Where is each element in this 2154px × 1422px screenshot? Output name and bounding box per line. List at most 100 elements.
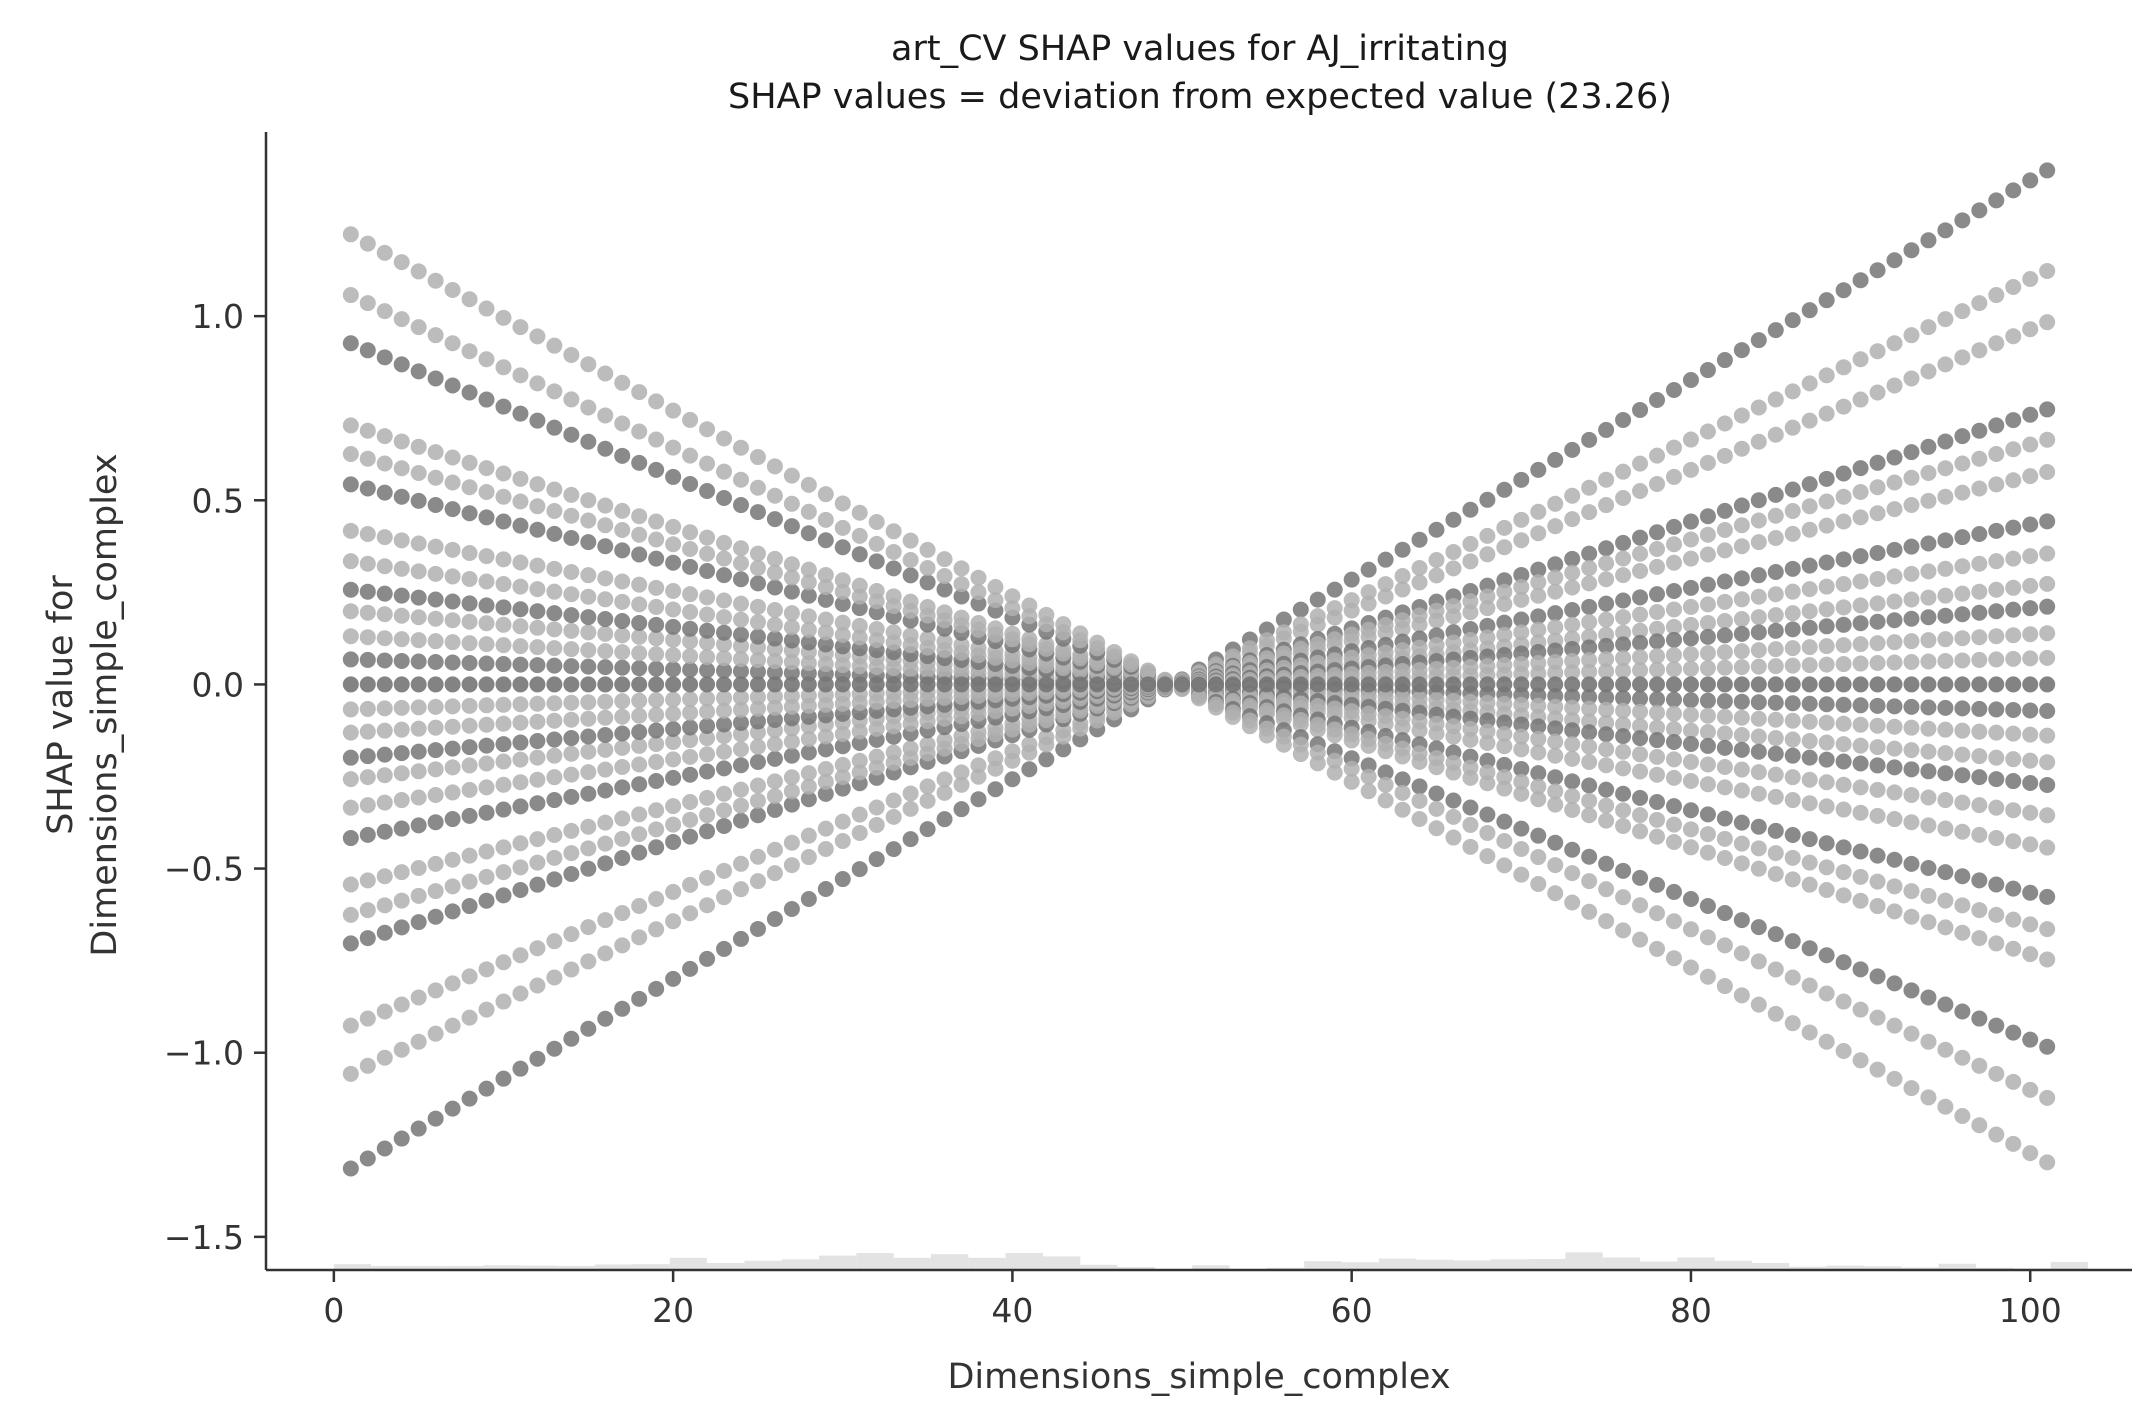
scatter-point	[1767, 322, 1784, 339]
scatter-point	[1665, 601, 1682, 618]
scatter-point	[851, 861, 868, 878]
scatter-point	[1767, 1005, 1784, 1022]
scatter-point	[902, 740, 919, 757]
scatter-point	[987, 781, 1004, 798]
scatter-point	[834, 614, 851, 631]
scatter-point	[665, 402, 682, 419]
scatter-point	[1801, 876, 1818, 893]
scatter-point	[1954, 428, 1971, 445]
scatter-point	[1496, 738, 1513, 755]
scatter-point	[732, 797, 749, 814]
scatter-point	[1699, 737, 1716, 754]
scatter-point	[682, 719, 699, 736]
scatter-point	[376, 349, 393, 366]
scatter-point	[1750, 658, 1767, 675]
scatter-point	[1784, 695, 1801, 712]
scatter-point	[1886, 811, 1903, 828]
scatter-point	[1682, 773, 1699, 790]
scatter-point	[563, 586, 580, 603]
scatter-point	[1937, 631, 1954, 648]
scatter-point	[1852, 391, 1869, 408]
scatter-point	[342, 522, 359, 539]
scatter-point	[342, 226, 359, 243]
scatter-point	[1869, 384, 1886, 401]
histogram-bar	[520, 1265, 558, 1270]
scatter-point	[716, 702, 733, 719]
scatter-point	[766, 601, 783, 618]
scatter-point	[1682, 921, 1699, 938]
scatter-point	[1733, 497, 1750, 514]
scatter-point	[1835, 839, 1852, 856]
scatter-point	[597, 741, 614, 758]
scatter-point	[2005, 725, 2022, 742]
scatter-point	[597, 570, 614, 587]
scatter-point	[1699, 806, 1716, 823]
scatter-point	[1954, 1049, 1971, 1066]
scatter-point	[597, 497, 614, 514]
histogram-bar	[819, 1255, 857, 1270]
scatter-point	[699, 746, 716, 763]
scatter-point	[614, 810, 631, 827]
scatter-point	[1598, 497, 1615, 514]
histogram-bar	[1005, 1253, 1043, 1270]
scatter-point	[1767, 586, 1784, 603]
scatter-point	[1649, 811, 1666, 828]
scatter-point	[1581, 873, 1598, 890]
scatter-point	[1564, 699, 1581, 716]
scatter-point	[1581, 724, 1598, 741]
scatter-point	[529, 581, 546, 598]
scatter-point	[1988, 628, 2005, 645]
scatter-point	[732, 757, 749, 774]
scatter-point	[1767, 607, 1784, 624]
scatter-point	[749, 676, 766, 693]
scatter-point	[393, 820, 410, 837]
scatter-point	[682, 620, 699, 637]
scatter-point	[1750, 785, 1767, 802]
scatter-point	[1971, 583, 1988, 600]
scatter-point	[444, 1017, 461, 1034]
scatter-point	[631, 614, 648, 631]
scatter-point	[359, 769, 376, 786]
scatter-point	[529, 713, 546, 730]
scatter-point	[1649, 524, 1666, 541]
scatter-point	[1496, 780, 1513, 797]
scatter-point	[1716, 779, 1733, 796]
scatter-point	[410, 653, 427, 670]
scatter-point	[1699, 645, 1716, 662]
scatter-point	[1733, 741, 1750, 758]
scatter-point	[1649, 661, 1666, 678]
scatter-point	[2039, 598, 2056, 615]
scatter-point	[444, 676, 461, 693]
scatter-point	[580, 399, 597, 416]
scatter-point	[342, 581, 359, 598]
scatter-point	[1665, 582, 1682, 599]
histogram-bar	[1080, 1264, 1118, 1270]
scatter-point	[1988, 1065, 2005, 1082]
scatter-point	[1988, 935, 2005, 952]
scatter-point	[529, 771, 546, 788]
scatter-point	[1343, 732, 1360, 749]
scatter-point	[1496, 756, 1513, 773]
scatter-point	[665, 720, 682, 737]
scatter-point	[1954, 897, 1971, 914]
scatter-point	[1835, 488, 1852, 505]
scatter-point	[614, 759, 631, 776]
scatter-point	[1598, 595, 1615, 612]
scatter-point	[512, 751, 529, 768]
scatter-point	[427, 610, 444, 627]
scatter-point	[597, 709, 614, 726]
scatter-point	[1886, 377, 1903, 394]
scatter-point	[1496, 595, 1513, 612]
scatter-point	[1411, 676, 1428, 693]
scatter-point	[1564, 640, 1581, 657]
scatter-point	[936, 771, 953, 788]
scatter-point	[529, 831, 546, 848]
x-axis-ticks: 0 20 40 60 80 100	[323, 1270, 2062, 1330]
scatter-point	[665, 798, 682, 815]
scatter-point	[359, 1010, 376, 1027]
scatter-point	[936, 732, 953, 749]
scatter-point	[1937, 864, 1954, 881]
scatter-point	[1174, 676, 1191, 693]
scatter-point	[1394, 541, 1411, 558]
scatter-point	[1903, 1080, 1920, 1097]
